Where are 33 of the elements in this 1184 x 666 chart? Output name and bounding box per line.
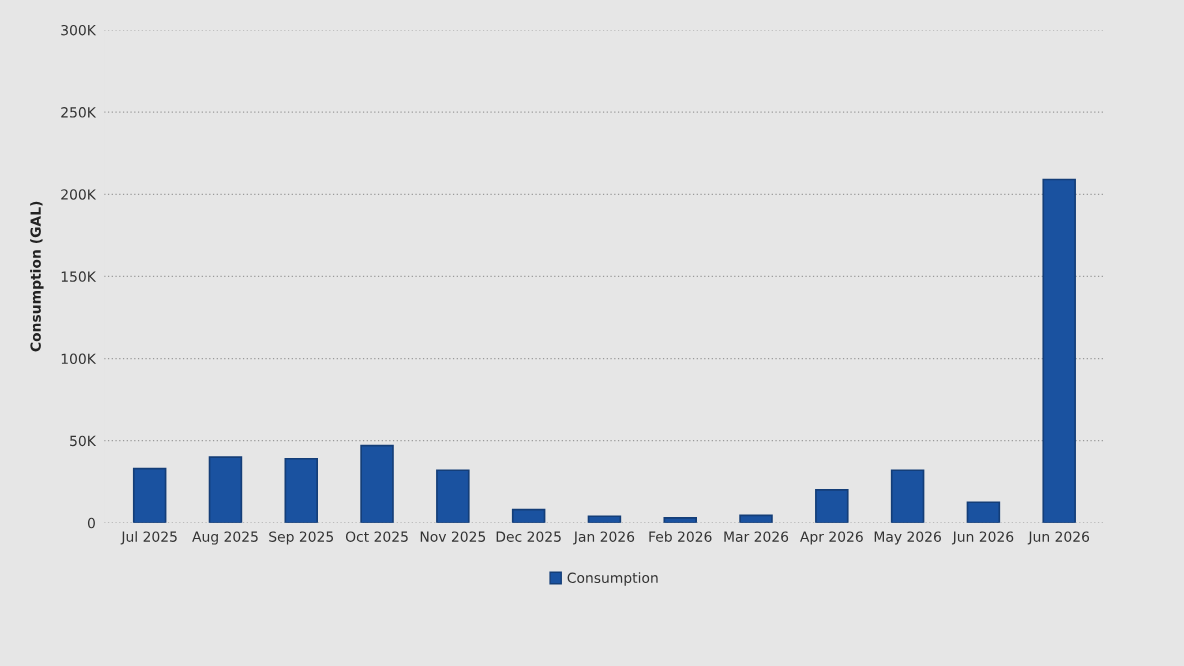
x-tick-label: Mar 2026 xyxy=(724,531,789,542)
y-tick-label: 150K xyxy=(61,271,97,282)
y-axis-title: Consumption (GAL) xyxy=(30,201,44,352)
y-tick-label: 50K xyxy=(70,435,97,447)
x-tick-label: Feb 2026 xyxy=(649,531,712,542)
bar xyxy=(890,469,925,523)
x-tick-label: Jun 2026 xyxy=(1027,531,1090,545)
y-tick-label: 200K xyxy=(61,189,97,200)
y-tick-label: 300K xyxy=(61,24,97,36)
bar xyxy=(208,456,243,523)
bar xyxy=(132,467,167,523)
x-tick-label: Dec 2025 xyxy=(496,531,561,542)
x-tick-label: Nov 2025 xyxy=(420,531,486,542)
x-tick-label: Jan 2026 xyxy=(573,531,635,545)
bar xyxy=(360,444,394,523)
bar xyxy=(1042,178,1076,523)
x-tick-label: Apr 2026 xyxy=(800,531,863,545)
bar xyxy=(815,489,849,523)
bar xyxy=(511,508,546,523)
x-tick-label: Jun 2026 xyxy=(951,531,1014,545)
bar xyxy=(284,457,319,523)
x-tick-label: May 2026 xyxy=(874,531,941,545)
y-tick-label: 250K xyxy=(61,107,97,118)
x-tick-label: Jul 2025 xyxy=(120,531,177,545)
legend-label: Consumption xyxy=(567,572,658,586)
bar xyxy=(966,501,1001,523)
y-tick-label: 0 xyxy=(87,517,95,529)
bar xyxy=(436,469,470,523)
y-tick-label: 100K xyxy=(61,353,97,364)
bar xyxy=(587,515,622,523)
x-tick-label: Aug 2025 xyxy=(192,531,258,545)
x-tick-label: Sep 2025 xyxy=(269,531,334,545)
x-tick-label: Oct 2025 xyxy=(345,531,408,542)
